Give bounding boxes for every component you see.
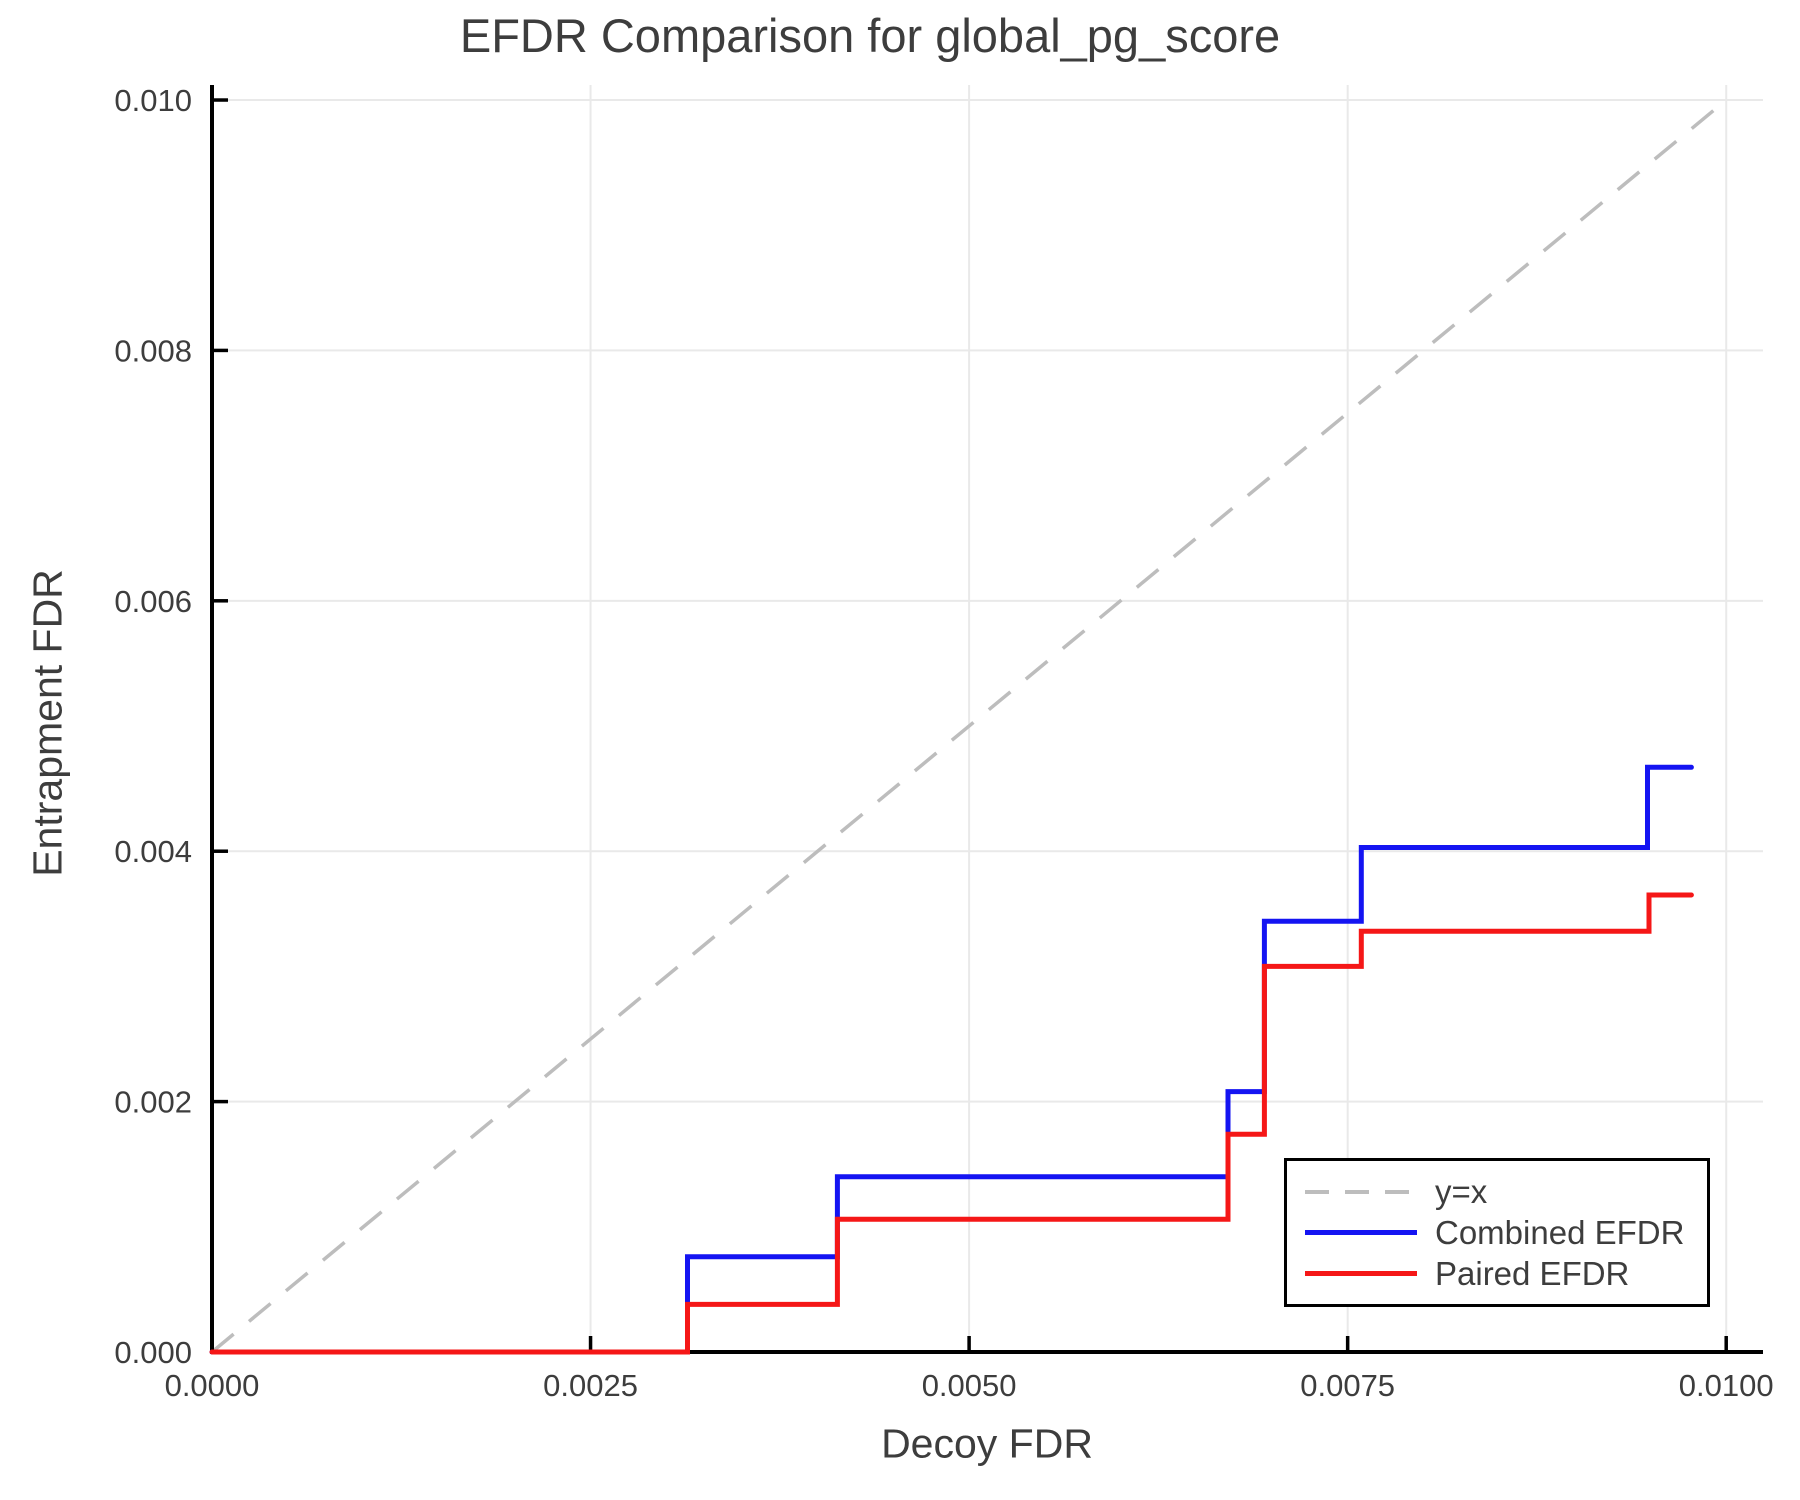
series-line-paired-efdr bbox=[209, 892, 1694, 1355]
y-tick-label: 0.010 bbox=[114, 83, 192, 118]
identity-line bbox=[210, 98, 1728, 1354]
x-axis-label: Decoy FDR bbox=[881, 1420, 1093, 1467]
legend-label-identity: y=x bbox=[1435, 1172, 1488, 1210]
legend-label-combined-efdr: Combined EFDR bbox=[1435, 1213, 1685, 1251]
paired-efdr-line-sample bbox=[1305, 1271, 1417, 1276]
x-tick-label: 0.0075 bbox=[1300, 1368, 1395, 1403]
y-tick-label: 0.004 bbox=[114, 834, 192, 869]
identity-line-sample bbox=[1305, 1189, 1417, 1194]
x-tick-label: 0.0025 bbox=[543, 1368, 638, 1403]
x-tick-label: 0.0100 bbox=[1679, 1368, 1774, 1403]
legend-label-paired-efdr: Paired EFDR bbox=[1435, 1254, 1630, 1292]
x-tick-label: 0.0000 bbox=[165, 1368, 260, 1403]
y-tick-label: 0.008 bbox=[114, 333, 192, 368]
legend-item-paired-efdr: Paired EFDR bbox=[1305, 1254, 1689, 1292]
legend-item-identity: y=x bbox=[1305, 1172, 1689, 1210]
y-tick-label: 0.000 bbox=[114, 1335, 192, 1370]
y-tick-label: 0.006 bbox=[114, 584, 192, 619]
legend-item-combined-efdr: Combined EFDR bbox=[1305, 1213, 1689, 1251]
y-tick-label: 0.002 bbox=[114, 1085, 192, 1120]
chart-title: EFDR Comparison for global_pg_score bbox=[459, 9, 1281, 62]
legend: y=x Combined EFDR Paired EFDR bbox=[1284, 1158, 1710, 1307]
series-line-combined-efdr bbox=[209, 764, 1694, 1355]
x-tick-label: 0.0050 bbox=[922, 1368, 1017, 1403]
y-axis-label: Entrapment FDR bbox=[24, 569, 71, 877]
combined-efdr-line-sample bbox=[1305, 1230, 1417, 1235]
